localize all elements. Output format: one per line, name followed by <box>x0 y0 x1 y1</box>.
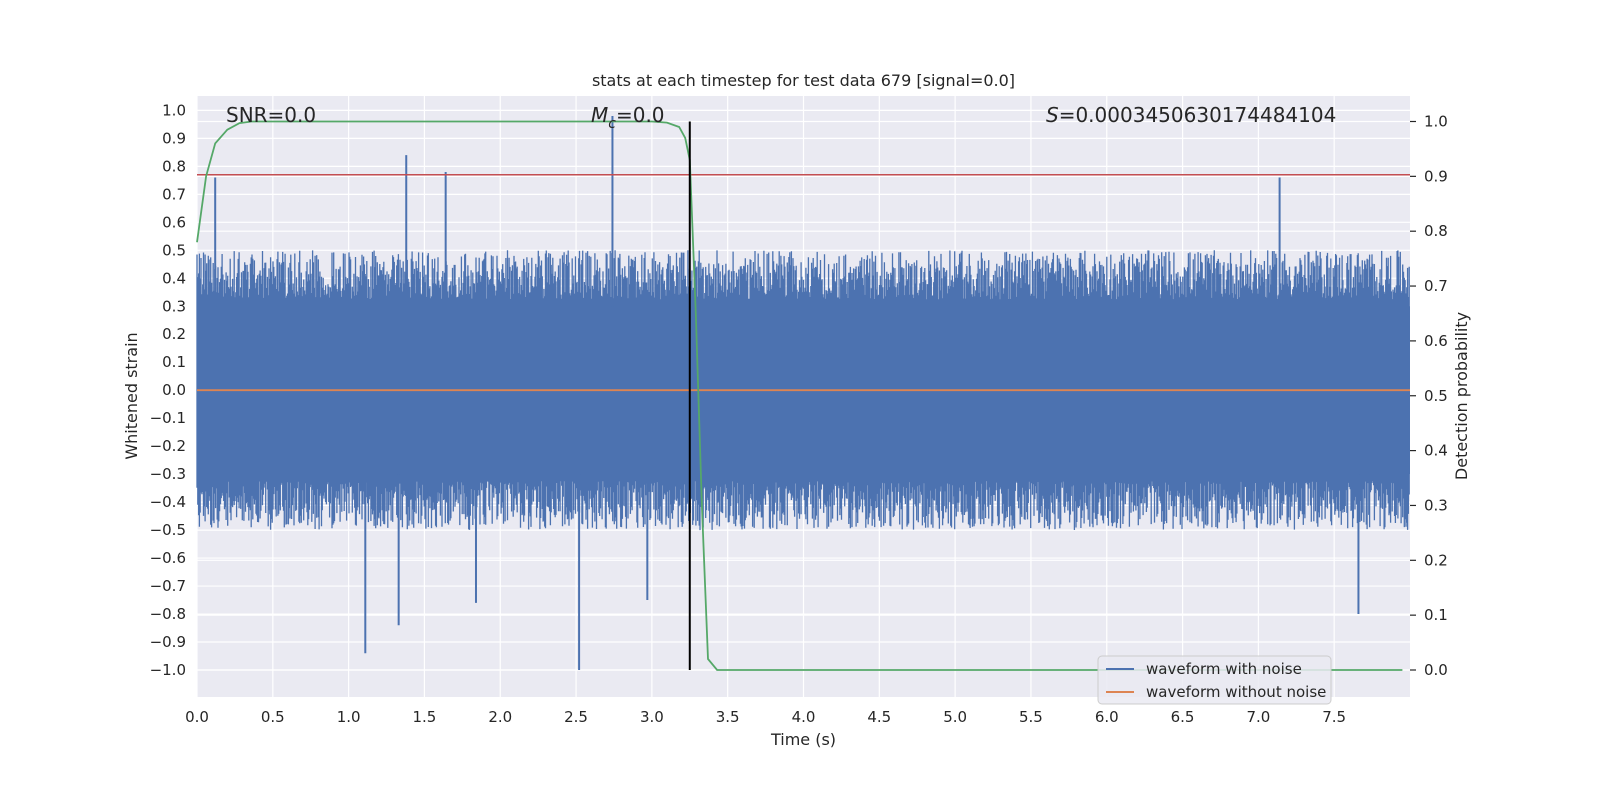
y-axis-label-left: Whitened strain <box>122 332 141 459</box>
y-tick-label-right: 1.0 <box>1424 113 1448 131</box>
series-detection-probability <box>196 120 1403 671</box>
s-value: =0.0003450630174484104 <box>1059 103 1337 127</box>
x-tick-label: 3.0 <box>640 708 664 726</box>
y-tick-label-left: 1.0 <box>162 101 186 119</box>
y-tick-label-left: −0.8 <box>150 605 186 623</box>
y-tick-label-right: 0.9 <box>1424 167 1448 185</box>
x-tick-label: 6.5 <box>1171 708 1195 726</box>
y-tick-label-left: −1.0 <box>150 661 186 679</box>
y-tick-label-left: −0.2 <box>150 437 186 455</box>
y-axis-label-right: Detection probability <box>1452 312 1471 480</box>
y-tick-label-right: 0.2 <box>1424 551 1448 569</box>
x-tick-label: 6.0 <box>1095 708 1119 726</box>
y-tick-label-right: 0.8 <box>1424 222 1448 240</box>
snr-annotation: SNR=0.0 <box>226 103 316 127</box>
y-tick-label-left: −0.9 <box>150 633 186 651</box>
y-tick-label-left: −0.3 <box>150 465 186 483</box>
x-axis-label: Time (s) <box>770 730 836 749</box>
y-tick-label-left: 0.9 <box>162 129 186 147</box>
y-tick-label-left: −0.4 <box>150 493 186 511</box>
y-tick-label-left: 0.1 <box>162 353 186 371</box>
legend-label-waveform-without-noise: waveform without noise <box>1146 683 1326 701</box>
legend-label-waveform-with-noise: waveform with noise <box>1146 660 1302 678</box>
y-tick-label-left: −0.1 <box>150 409 186 427</box>
chart-title: stats at each timestep for test data 679… <box>592 71 1015 90</box>
y-tick-label-left: 0.0 <box>162 381 186 399</box>
x-tick-label: 0.5 <box>261 708 285 726</box>
x-tick-label: 0.0 <box>185 708 209 726</box>
y-tick-label-left: −0.7 <box>150 577 186 595</box>
y-tick-label-left: 0.5 <box>162 241 186 259</box>
x-tick-label: 4.0 <box>792 708 816 726</box>
y-tick-label-right: 0.6 <box>1424 332 1448 350</box>
x-tick-label: 5.5 <box>1019 708 1043 726</box>
x-tick-label: 1.0 <box>337 708 361 726</box>
y-tick-label-left: 0.3 <box>162 297 186 315</box>
y-tick-label-right: 0.7 <box>1424 277 1448 295</box>
y-tick-label-left: 0.4 <box>162 269 186 287</box>
y-tick-label-left: 0.7 <box>162 185 186 203</box>
x-tick-label: 3.5 <box>716 708 740 726</box>
x-tick-label: 7.0 <box>1246 708 1270 726</box>
y-tick-label-right: 0.5 <box>1424 387 1448 405</box>
mc-value: =0.0 <box>616 103 665 127</box>
y-tick-label-left: 0.2 <box>162 325 186 343</box>
y-tick-label-left: 0.6 <box>162 213 186 231</box>
y-tick-label-right: 0.0 <box>1424 661 1448 679</box>
mc-subscript: c <box>608 116 616 132</box>
s-statistic-annotation: S=0.0003450630174484104 <box>1046 103 1336 127</box>
s-symbol: S <box>1046 103 1059 127</box>
y-tick-label-right: 0.1 <box>1424 606 1448 624</box>
x-tick-label: 5.0 <box>943 708 967 726</box>
chirp-mass-annotation: Mc=0.0 <box>591 103 665 132</box>
legend-box <box>1097 655 1332 705</box>
mc-symbol: M <box>591 103 608 127</box>
x-tick-label: 7.5 <box>1322 708 1346 726</box>
y-tick-label-right: 0.4 <box>1424 442 1448 460</box>
legend: waveform with noise waveform without noi… <box>1097 655 1332 705</box>
x-tick-label: 1.5 <box>413 708 437 726</box>
y-tick-label-left: 0.8 <box>162 157 186 175</box>
x-tick-label: 2.0 <box>488 708 512 726</box>
x-tick-label: 4.5 <box>867 708 891 726</box>
tick-labels: 0.0 0.5 1.0 1.5 2.0 2.5 3.0 3.5 4.0 4.5 5.0 5.5 6.0 6… <box>150 101 1448 726</box>
x-tick-label: 2.5 <box>564 708 588 726</box>
y-tick-label-left: −0.6 <box>150 549 186 567</box>
y-tick-label-left: −0.5 <box>150 521 186 539</box>
y-tick-label-right: 0.3 <box>1424 496 1448 514</box>
